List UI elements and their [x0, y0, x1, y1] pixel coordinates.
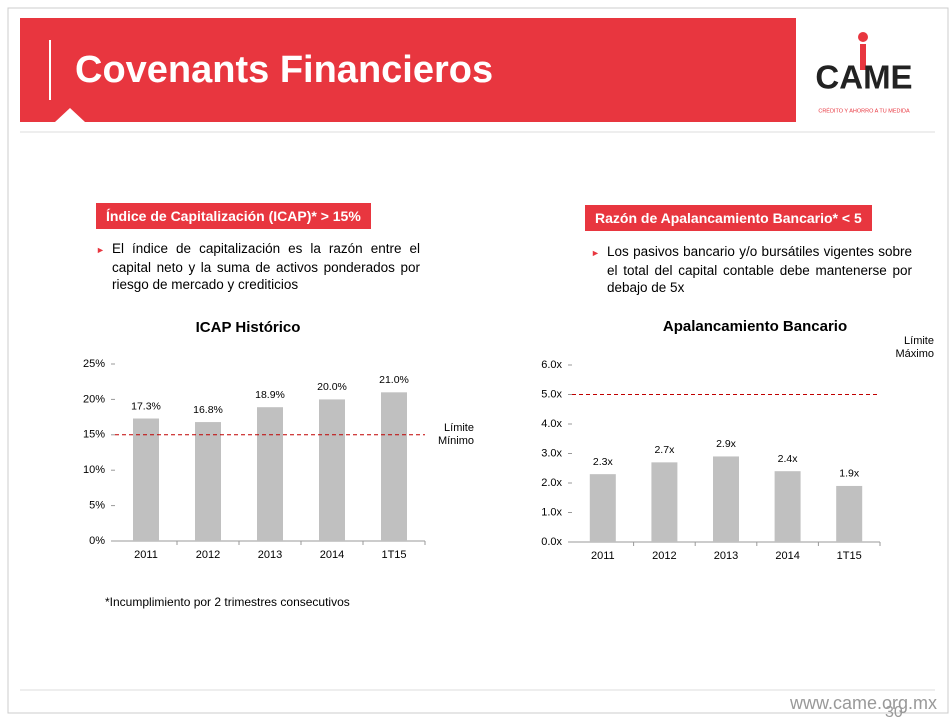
- x-tick-label: 2014: [775, 550, 799, 562]
- bar: [651, 462, 678, 542]
- bullet: El índice de capitalización es la razón …: [96, 240, 420, 293]
- bar: [319, 399, 345, 541]
- data-label: 17.3%: [131, 400, 161, 412]
- y-tick-label: 0%: [89, 535, 105, 547]
- x-tick-label: 2011: [134, 549, 158, 561]
- y-tick-label: 10%: [83, 464, 105, 476]
- y-tick-label: 15%: [83, 429, 105, 441]
- bar: [774, 471, 801, 542]
- data-label: 2.7x: [654, 444, 675, 456]
- x-tick-label: 2013: [714, 550, 738, 562]
- x-tick-label: 2011: [591, 550, 615, 562]
- footer-url: www.came.org.mx: [789, 693, 937, 713]
- x-tick-label: 2012: [652, 550, 676, 562]
- x-tick-label: 1T15: [837, 550, 862, 562]
- chart-title: Apalancamiento Bancario: [663, 318, 847, 335]
- reference-label: Límite Mínimo: [437, 422, 474, 447]
- bar: [381, 392, 407, 541]
- y-tick-label: 0.0x: [541, 536, 562, 548]
- x-tick-label: 2014: [320, 549, 344, 561]
- data-label: 1.9x: [839, 468, 860, 480]
- logo: CAME: [815, 59, 912, 96]
- bullet: Los pasivos bancario y/o bursátiles vige…: [591, 243, 912, 296]
- y-tick-label: 4.0x: [541, 418, 562, 430]
- footnote: *Incumplimiento por 2 trimestres consecu…: [105, 595, 350, 609]
- page-number: 30: [885, 704, 903, 719]
- data-label: 21.0%: [379, 374, 409, 386]
- header-band: [20, 18, 796, 122]
- logo-icon: [858, 32, 868, 42]
- x-tick-label: 1T15: [381, 549, 406, 561]
- y-tick-label: 5%: [89, 500, 105, 512]
- logo-tagline: CRÉDITO Y AHORRO A TU MEDIDA: [818, 107, 910, 114]
- y-tick-label: 20%: [83, 393, 105, 405]
- data-label: 2.4x: [778, 453, 799, 465]
- chart-title: ICAP Histórico: [196, 319, 301, 336]
- data-label: 20.0%: [317, 381, 347, 393]
- bar: [195, 422, 221, 541]
- data-label: 16.8%: [193, 404, 223, 416]
- y-tick-label: 1.0x: [541, 506, 562, 518]
- frame: [7, 7, 949, 714]
- y-tick-label: 5.0x: [541, 388, 562, 400]
- y-tick-label: 6.0x: [541, 359, 562, 371]
- reference-label: Límite Máximo: [895, 335, 934, 360]
- notch: [55, 108, 85, 122]
- bar: [836, 485, 863, 542]
- section-heading: Razón de Apalancamiento Bancario* < 5: [585, 205, 872, 231]
- section-heading: Índice de Capitalización (ICAP)* > 15%: [96, 203, 371, 229]
- logo-icon: [860, 44, 866, 70]
- bar: [589, 474, 616, 542]
- bar: [713, 456, 739, 542]
- x-tick-label: 2013: [258, 549, 282, 561]
- slide-title: Covenants Financieros: [75, 49, 493, 91]
- y-tick-label: 2.0x: [541, 477, 562, 489]
- y-tick-label: 25%: [83, 358, 105, 370]
- x-tick-label: 2012: [196, 549, 220, 561]
- data-label: 18.9%: [255, 389, 285, 401]
- data-label: 2.9x: [716, 438, 737, 450]
- data-label: 2.3x: [593, 456, 614, 468]
- bar: [133, 418, 159, 541]
- bar: [257, 407, 283, 541]
- y-tick-label: 3.0x: [541, 447, 562, 459]
